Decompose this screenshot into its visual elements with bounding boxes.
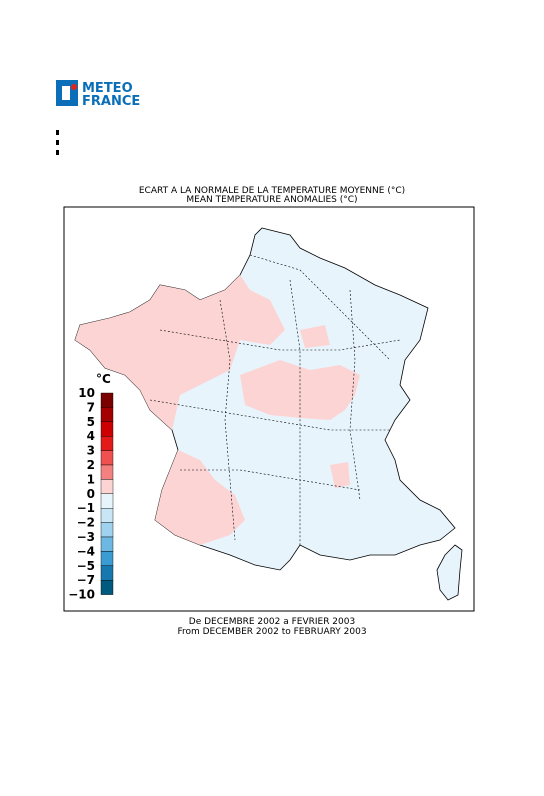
logo-dot — [71, 84, 77, 90]
title: MEAN TEMPERATURE ANOMALIES (°C) — [186, 195, 357, 205]
legend-level: 3 — [87, 444, 95, 458]
map-frame — [63, 206, 475, 612]
legend-swatch — [100, 522, 114, 538]
legend-level: 2 — [87, 458, 95, 472]
legend-level: −7 — [77, 573, 95, 587]
mark — [56, 130, 59, 135]
legend-level: −4 — [77, 544, 95, 558]
legend-swatch — [100, 565, 114, 581]
warm-region — [330, 462, 350, 488]
legend-swatch — [100, 392, 114, 408]
legend-swatch — [100, 551, 114, 567]
legend-level: −3 — [77, 530, 95, 544]
mark — [56, 140, 59, 145]
legend-level: 7 — [87, 400, 95, 414]
legend-swatch — [100, 536, 114, 552]
title: ECART A LA NORMALE DE LA TEMPERATURE MOY… — [139, 186, 405, 196]
legend-swatch — [100, 421, 114, 437]
legend-level: −5 — [77, 559, 95, 573]
legend-level: −10 — [68, 588, 95, 602]
legend-level: 0 — [87, 487, 95, 501]
footer: From DECEMBER 2002 to FEBRUARY 2003 — [177, 627, 366, 637]
legend-swatch — [100, 407, 114, 422]
france-map — [74, 227, 463, 601]
legend-swatch — [100, 436, 114, 451]
legend-level: 1 — [87, 472, 95, 486]
legend-swatch — [100, 508, 114, 523]
legend-swatch — [100, 464, 114, 480]
mark — [56, 150, 59, 155]
department-borders — [149, 254, 401, 545]
logo-text: METEO — [82, 81, 133, 96]
warm-region — [300, 325, 330, 348]
legend-unit: °C — [96, 372, 111, 386]
legend-swatch — [100, 493, 114, 509]
warm-region — [240, 360, 360, 420]
logo-mark-inner — [62, 86, 70, 100]
legend-swatch — [100, 450, 114, 466]
legend-level: −2 — [77, 516, 95, 530]
warm-region — [155, 450, 245, 545]
warm-region — [75, 275, 285, 430]
legend-level: 4 — [87, 429, 95, 443]
corsica — [436, 544, 463, 601]
legend-level: −1 — [77, 501, 95, 515]
legend-level: 5 — [87, 415, 95, 429]
logo-text: FRANCE — [82, 94, 140, 109]
legend-level: 10 — [78, 386, 95, 400]
footer: De DECEMBRE 2002 a FEVRIER 2003 — [189, 617, 355, 627]
legend-swatch — [100, 479, 114, 494]
legend-swatch — [100, 580, 114, 595]
